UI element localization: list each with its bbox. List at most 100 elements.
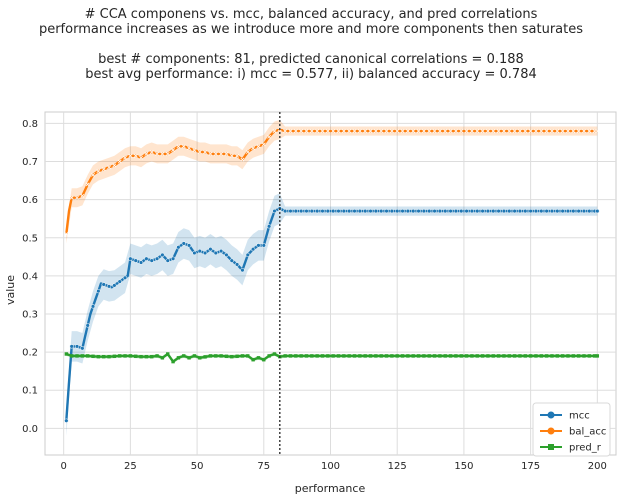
pred_r-point xyxy=(320,354,325,358)
bal_acc-point xyxy=(176,144,181,149)
pred_r-point xyxy=(534,354,538,358)
pred_r-point xyxy=(336,354,341,358)
mcc-point xyxy=(395,208,400,214)
pred_r-point xyxy=(187,356,191,360)
bal_acc-point xyxy=(507,129,512,133)
pred_r-point xyxy=(544,354,549,358)
title-line-2: performance increases as we introduce mo… xyxy=(39,22,583,37)
pred_r-point xyxy=(112,354,117,358)
bal_acc-point xyxy=(422,129,426,133)
bal_acc-point xyxy=(85,182,90,187)
bal_acc-point xyxy=(395,129,400,133)
pred_r-point xyxy=(208,354,213,358)
mcc-point xyxy=(448,208,453,214)
mcc-point xyxy=(112,283,117,288)
pred_r-point xyxy=(592,354,597,358)
bal_acc-point xyxy=(144,152,149,156)
pred_r-point xyxy=(587,354,592,358)
pred_r-point xyxy=(507,354,511,358)
mcc-point xyxy=(165,258,170,263)
mcc-point xyxy=(363,208,368,214)
bal_acc-point xyxy=(550,129,554,133)
pred_r-point xyxy=(352,354,357,358)
mcc-point xyxy=(170,256,176,261)
mcc-point xyxy=(315,208,320,214)
mcc-point xyxy=(539,208,544,214)
pred_r-point xyxy=(107,354,111,359)
bal_acc-point xyxy=(320,129,325,133)
pred_r-point xyxy=(486,354,490,358)
mcc-point xyxy=(282,208,288,214)
pred_r-point xyxy=(470,354,474,358)
mcc-point xyxy=(202,250,208,256)
pred_r-point xyxy=(246,354,250,358)
bal_acc-point xyxy=(544,129,549,133)
mcc-point xyxy=(347,208,352,214)
mcc-point xyxy=(320,208,325,214)
bal_acc-point xyxy=(512,129,517,133)
bal_acc-point xyxy=(427,129,432,133)
pred_r-point xyxy=(128,354,133,358)
mcc-point xyxy=(128,256,133,261)
mcc-point xyxy=(341,208,346,214)
pred_r-point xyxy=(582,354,586,358)
pred_r-point xyxy=(550,354,554,358)
title-line-5: best avg performance: i) mcc = 0.577, ii… xyxy=(85,67,537,82)
pred_r-point xyxy=(144,354,149,359)
pred_r-point xyxy=(363,354,367,358)
x-tick-label: 150 xyxy=(454,461,473,472)
pred_r-point xyxy=(283,354,287,358)
pred_r-point xyxy=(326,354,330,358)
bal_acc-point xyxy=(534,129,538,133)
mcc-point xyxy=(379,208,384,214)
pred_r-point xyxy=(251,358,255,362)
bal_acc-point xyxy=(341,129,346,133)
pred_r-point xyxy=(166,352,170,356)
pred_r-point xyxy=(75,354,79,358)
pred_r-point xyxy=(443,354,447,358)
mcc-point xyxy=(496,208,501,214)
pred_r-point xyxy=(123,354,127,358)
mcc-point xyxy=(501,208,507,214)
bal_acc-point xyxy=(309,129,314,133)
series-markers xyxy=(64,127,600,423)
pred_r-point xyxy=(411,354,415,358)
bal_acc-point xyxy=(272,129,277,133)
mcc-point xyxy=(234,262,240,267)
bal_acc-point xyxy=(149,150,154,154)
bal_acc-point xyxy=(187,146,191,151)
bal_acc-point xyxy=(160,152,165,156)
bal_acc-point xyxy=(235,153,239,158)
bal_acc-point xyxy=(582,129,586,133)
mcc-point xyxy=(245,252,250,258)
mcc-point xyxy=(560,208,565,214)
pred_r-point xyxy=(150,354,154,359)
pred_r-point xyxy=(256,356,261,360)
bal_acc-point xyxy=(112,163,117,168)
pred_r-point xyxy=(85,354,90,358)
pred_r-point xyxy=(438,354,442,358)
pred_r-point xyxy=(464,354,469,358)
mcc-point xyxy=(96,288,101,294)
pred_r-point xyxy=(400,354,405,358)
bal_acc-point xyxy=(470,129,474,133)
mcc-point xyxy=(256,243,261,248)
x-tick-label: 50 xyxy=(191,461,204,472)
pred_r-point xyxy=(496,354,501,358)
mcc-point xyxy=(576,208,581,214)
pred_r-point xyxy=(358,354,362,358)
mcc-point xyxy=(160,252,165,258)
mcc-point xyxy=(528,208,533,214)
pred_r-point xyxy=(566,354,570,358)
pred_r-point xyxy=(454,354,458,358)
mcc-point xyxy=(389,208,395,214)
bal_acc-point xyxy=(357,129,362,133)
mcc-point xyxy=(197,248,202,254)
mcc-point xyxy=(512,208,517,214)
bal_acc-point xyxy=(293,129,298,133)
mcc-point xyxy=(400,208,405,214)
pred_r-point xyxy=(304,354,309,358)
pred_r-point xyxy=(395,354,399,358)
legend-pred_r-label: pred_r xyxy=(569,443,602,454)
mcc-point xyxy=(149,258,154,263)
